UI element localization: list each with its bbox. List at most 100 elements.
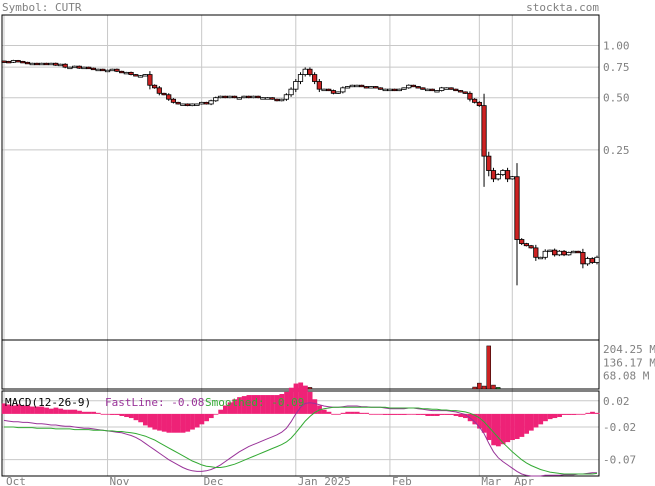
macd-histogram-bar xyxy=(481,413,487,433)
macd-histogram-bar xyxy=(491,413,497,446)
candle xyxy=(448,87,454,90)
macd-histogram-bar xyxy=(566,413,572,415)
candle-up xyxy=(537,256,544,260)
macd-histogram-bar xyxy=(397,413,402,415)
candle-down xyxy=(128,71,134,75)
macd-histogram-bar xyxy=(237,397,242,414)
x-tick-label: Apr xyxy=(514,475,534,486)
volume-bar xyxy=(486,345,492,390)
macd-histogram-bar xyxy=(222,405,228,414)
candle-down xyxy=(523,243,530,247)
candle xyxy=(547,249,553,253)
candle xyxy=(71,65,78,69)
macd-histogram-bar xyxy=(387,413,393,415)
macd-histogram-bar xyxy=(81,411,87,414)
candle-up xyxy=(387,88,393,92)
candle-up xyxy=(180,103,186,106)
candle xyxy=(363,86,369,89)
candle-down xyxy=(24,61,31,65)
candle-up xyxy=(48,62,54,66)
candle xyxy=(349,84,355,88)
candle xyxy=(533,244,539,261)
candle-down xyxy=(528,245,534,249)
candle xyxy=(213,96,219,102)
candle xyxy=(232,95,238,99)
candle xyxy=(326,88,332,92)
macd-histogram-bar xyxy=(67,409,73,414)
macd-histogram-bar xyxy=(246,395,252,414)
candle-up xyxy=(199,101,205,105)
candle-up xyxy=(39,62,45,66)
volume-bar xyxy=(491,384,496,390)
macd-histogram-bar xyxy=(477,413,482,429)
candle xyxy=(241,95,247,99)
candle xyxy=(119,70,125,74)
candle xyxy=(594,255,600,265)
candle-up xyxy=(556,250,562,256)
macd-histogram-bar xyxy=(373,413,379,415)
candle xyxy=(392,88,398,92)
candle-down xyxy=(152,84,158,89)
candle-down xyxy=(472,98,478,103)
candle-up xyxy=(213,97,219,102)
macd-histogram-bar xyxy=(359,412,365,414)
candle-down xyxy=(62,63,68,68)
candle-down xyxy=(429,88,435,92)
macd-smoothed-line xyxy=(4,406,598,475)
macd-histogram-bar xyxy=(265,395,271,414)
candle-down xyxy=(552,249,558,256)
candle xyxy=(354,84,360,88)
candle-up xyxy=(81,66,87,70)
x-tick-label: Oct xyxy=(6,475,26,486)
macd-histogram-bar xyxy=(100,413,106,415)
macd-histogram-bar xyxy=(519,413,525,437)
macd-histogram-bar xyxy=(552,413,558,419)
candle-up xyxy=(344,86,351,89)
candle xyxy=(420,87,426,90)
candle-up xyxy=(189,103,195,107)
price-tick-label: 1.00 xyxy=(603,40,630,53)
candle-down xyxy=(114,68,120,72)
macd-histogram-bar xyxy=(524,413,530,434)
macd-histogram-bar xyxy=(590,411,595,414)
candle xyxy=(137,75,144,78)
candle-up xyxy=(260,97,266,100)
macd-histogram-bar xyxy=(500,413,506,445)
macd-histogram-bar xyxy=(312,399,318,414)
candle-down xyxy=(269,97,275,100)
price-tick-label: 0.25 xyxy=(603,144,630,157)
candle xyxy=(457,90,464,93)
candle-up xyxy=(443,87,449,90)
axis-labels: Oct Nov Dec Jan 2025 Feb Mar Apr 1.00 0.75 0.50 0.… xyxy=(6,40,655,486)
candle-down xyxy=(175,101,181,105)
candle xyxy=(236,97,242,100)
candle xyxy=(156,86,162,96)
candle-up xyxy=(29,62,35,66)
candle xyxy=(29,62,35,66)
candle xyxy=(53,62,59,66)
candle-down xyxy=(90,67,97,71)
candle xyxy=(34,62,40,66)
macd-histogram-bar xyxy=(340,412,346,414)
site-label: stockta.com xyxy=(526,1,599,14)
candle xyxy=(330,89,337,95)
candle xyxy=(519,238,525,246)
macd-histogram-bar xyxy=(354,411,360,414)
candle-down xyxy=(457,90,464,93)
macd-histogram-bar xyxy=(448,413,454,415)
candle xyxy=(208,99,214,106)
candle xyxy=(340,86,346,94)
candle xyxy=(90,67,97,71)
macd-histogram-bar xyxy=(547,413,553,420)
candle-up xyxy=(67,66,73,70)
candle-up xyxy=(335,91,341,94)
candle xyxy=(227,95,233,99)
macd-histogram-bar xyxy=(227,402,233,414)
candle-down xyxy=(476,101,482,107)
macd-histogram-bar xyxy=(91,411,97,414)
candle-down xyxy=(100,68,106,72)
macd-histogram-bar xyxy=(575,413,581,415)
macd-histogram-bar xyxy=(293,383,299,414)
candle-up xyxy=(236,97,242,100)
candle-down xyxy=(373,86,379,89)
